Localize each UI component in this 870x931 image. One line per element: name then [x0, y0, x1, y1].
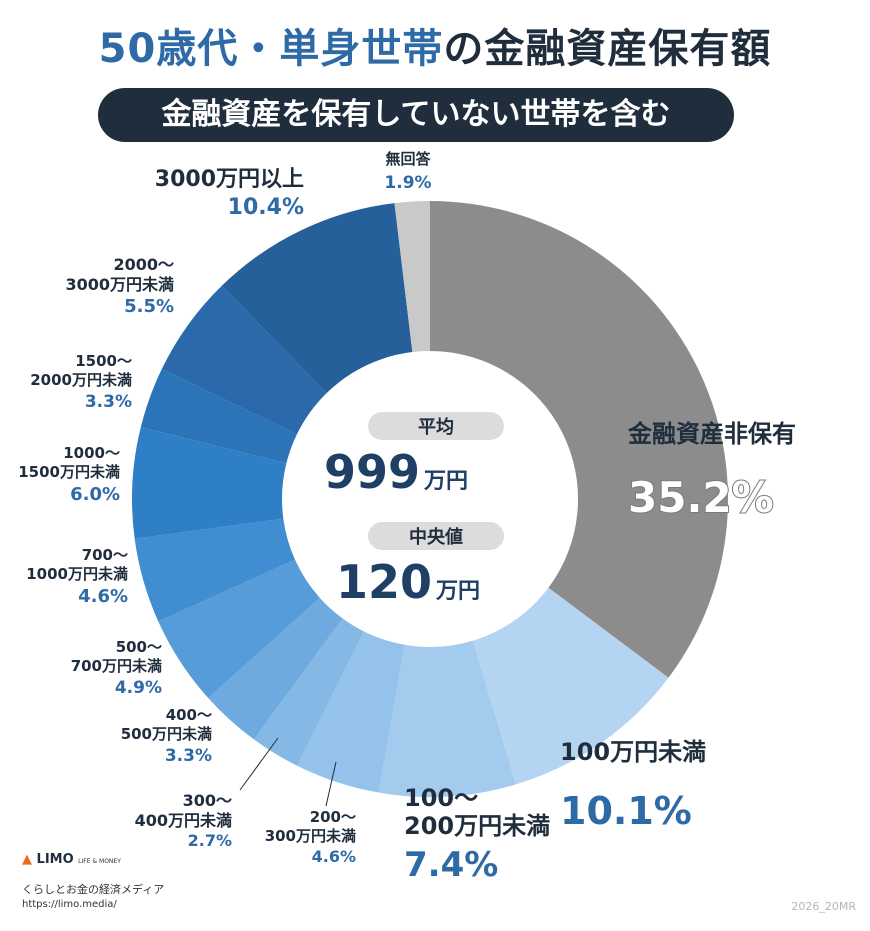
leader-line-4: [239, 737, 279, 791]
slice-label-12: 無回答: [385, 150, 431, 168]
chart-title: 50歳代・単身世帯の金融資産保有額: [0, 16, 870, 74]
slice-5: [208, 597, 343, 740]
slice-2: [378, 640, 516, 797]
brand-block: ▲ LIMO LIFE & MONEY くらしとお金の経済メディア https:…: [22, 852, 164, 910]
slice-label-1: 100万円未満: [560, 738, 706, 766]
slice-0: [430, 201, 729, 678]
title-highlight: 50歳代・単身世帯: [98, 26, 444, 72]
slice-label-6-line1: 700万円未満: [71, 657, 162, 675]
slice-label-2: 100〜: [404, 784, 478, 812]
slice-value-7: 4.6%: [78, 586, 128, 607]
slice-label-4-line1: 400万円未満: [135, 811, 232, 830]
slice-label-2-line1: 200万円未満: [404, 812, 550, 840]
chart-subtitle: 金融資産を保有していない世帯を含む: [98, 88, 734, 142]
slice-value-9: 3.3%: [85, 392, 132, 412]
slice-label-4: 300〜: [183, 791, 232, 810]
avg-value: 999: [324, 445, 420, 499]
slice-label-10: 2000〜: [113, 255, 174, 274]
avg-label: 平均: [418, 416, 454, 438]
avg-unit: 万円: [423, 469, 468, 494]
slice-label-0: 金融資産非保有: [627, 420, 796, 448]
slice-3: [297, 631, 405, 793]
slice-label-9-line1: 2000万円未満: [30, 371, 132, 389]
slice-label-3: 200〜: [310, 808, 356, 826]
slice-label-7: 700〜: [82, 546, 128, 564]
slice-label-7-line1: 1000万円未満: [26, 565, 128, 583]
leader-line-3: [325, 761, 337, 807]
slice-6: [158, 559, 320, 698]
slice-label-11: 3000万円以上: [155, 167, 304, 192]
avg-pill: [368, 412, 504, 440]
slice-10: [161, 285, 327, 435]
median-pill: [368, 522, 504, 550]
slice-value-6: 4.9%: [115, 678, 162, 698]
limo-logo: ▲ LIMO LIFE & MONEY: [22, 852, 121, 867]
slice-label-5: 400〜: [166, 706, 212, 724]
slice-value-12: 1.9%: [384, 173, 431, 193]
slice-label-10-line1: 3000万円未満: [65, 275, 174, 294]
slice-value-1: 10.1%: [560, 789, 692, 833]
slice-value-3: 4.6%: [312, 847, 356, 866]
slice-label-6: 500〜: [116, 638, 162, 656]
slice-value-10: 5.5%: [124, 296, 174, 317]
title-rest: の金融資産保有額: [443, 26, 772, 72]
flame-icon: ▲: [22, 852, 32, 867]
date-stamp: 2026_20MR: [791, 900, 856, 913]
slice-label-9: 1500〜: [75, 352, 132, 370]
slice-8: [131, 427, 287, 539]
slice-7: [134, 518, 296, 622]
slice-value-4: 2.7%: [188, 831, 232, 850]
slice-9: [140, 369, 297, 464]
slice-value-0: 35.2%: [628, 473, 774, 522]
slice-1: [472, 587, 669, 785]
slice-label-8-line1: 1500万円未満: [18, 463, 120, 481]
slice-label-3-line1: 300万円未満: [265, 827, 356, 845]
slice-label-5-line1: 500万円未満: [121, 725, 212, 743]
median-unit: 万円: [435, 579, 480, 604]
brand-tagline: くらしとお金の経済メディア: [22, 883, 165, 896]
slice-label-8: 1000〜: [63, 444, 120, 462]
median-label: 中央値: [409, 526, 463, 548]
slice-value-5: 3.3%: [165, 746, 212, 766]
slice-value-11: 10.4%: [228, 195, 304, 220]
slice-12: [394, 201, 430, 353]
brand-url: https://limo.media/: [22, 899, 117, 910]
slice-4: [253, 618, 364, 766]
slice-value-2: 7.4%: [404, 845, 498, 885]
slice-value-8: 6.0%: [70, 484, 120, 505]
median-value: 120: [336, 555, 432, 609]
slice-11: [221, 203, 413, 394]
